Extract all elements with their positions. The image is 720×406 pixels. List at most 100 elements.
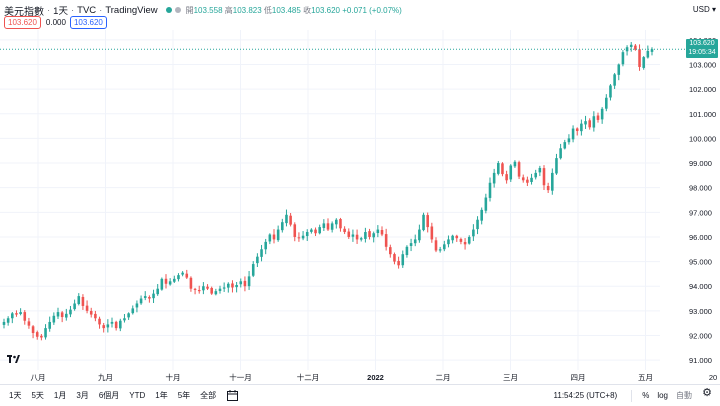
separator: · xyxy=(47,4,51,16)
candle-up xyxy=(131,308,135,314)
candle-up xyxy=(359,238,363,240)
candle-up xyxy=(239,281,243,285)
candle-down xyxy=(542,168,546,186)
candle-up xyxy=(222,287,226,289)
candle-up xyxy=(451,235,454,241)
calendar-icon[interactable] xyxy=(225,390,239,402)
candle-up xyxy=(509,165,513,180)
range-1m[interactable]: 1月 xyxy=(53,391,67,400)
candle-up xyxy=(202,286,205,291)
percent-scale-toggle[interactable]: % xyxy=(642,391,650,400)
price-tick-label: 91.000 xyxy=(689,356,712,365)
price-axis[interactable]: 104.000103.000102.000101.000100.00099.00… xyxy=(689,36,716,365)
candle-up xyxy=(650,49,654,52)
separator: · xyxy=(99,4,103,16)
candle-down xyxy=(185,273,189,278)
candle-up xyxy=(534,172,537,178)
sell-price-button[interactable]: 103.620 xyxy=(4,16,41,29)
high-value: 103.823 xyxy=(232,5,262,15)
exchange-label: TVC xyxy=(77,4,97,16)
candle-down xyxy=(426,215,429,228)
candle-down xyxy=(380,230,384,235)
time-tick-label: 四月 xyxy=(571,373,586,382)
data-status-icon[interactable] xyxy=(174,7,181,13)
candle-up xyxy=(52,315,56,323)
currency-menu[interactable]: USD ▾ xyxy=(693,5,716,14)
candle-up xyxy=(48,321,51,329)
range-5y[interactable]: 5年 xyxy=(177,391,191,400)
candle-up xyxy=(418,229,421,241)
range-all[interactable]: 全部 xyxy=(200,391,217,400)
candle-up xyxy=(168,281,172,285)
symbol-name[interactable]: 美元指數 xyxy=(4,6,44,18)
candle-down xyxy=(434,240,438,251)
candle-up xyxy=(497,163,500,174)
chevron-down-icon: ▾ xyxy=(711,5,716,14)
buy-price-button[interactable]: 103.620 xyxy=(69,16,107,29)
low-value: 103.485 xyxy=(271,5,301,15)
range-ytd[interactable]: YTD xyxy=(129,391,146,400)
candle-up xyxy=(376,229,380,234)
candle-down xyxy=(339,219,342,229)
gear-icon[interactable]: ⚙ xyxy=(702,387,712,399)
candle-down xyxy=(521,177,525,181)
range-3m[interactable]: 3月 xyxy=(76,391,89,400)
candle-down xyxy=(98,318,101,325)
candle-up xyxy=(513,161,517,167)
candle-up xyxy=(256,256,259,264)
time-axis[interactable]: 八月 九月 十月 十一月 十二月 2022 二月 三月 四月 五月 20 xyxy=(31,372,718,382)
tradingview-logo-icon[interactable] xyxy=(7,355,21,367)
candle-up xyxy=(260,249,263,257)
candle-up xyxy=(617,64,621,75)
candle-down xyxy=(206,286,209,289)
candle-up xyxy=(177,275,180,280)
candle-down xyxy=(27,321,31,326)
log-scale-toggle[interactable]: log xyxy=(657,391,668,400)
candle-down xyxy=(505,174,508,181)
candle-up xyxy=(330,223,334,230)
open-label: 開 xyxy=(185,5,194,15)
candle-up xyxy=(69,309,72,315)
candle-down xyxy=(634,45,637,50)
candle-up xyxy=(281,222,284,231)
auto-scale-toggle[interactable]: 自動 xyxy=(676,391,692,400)
spread-value: 0.000 xyxy=(45,18,66,27)
candle-down xyxy=(293,224,297,237)
candle-down xyxy=(546,185,550,191)
candle-up xyxy=(472,229,475,237)
ohlc-legend: 開103.558 高103.823 低103.485 收103.620 +0.0… xyxy=(186,5,402,16)
candle-up xyxy=(214,291,218,295)
candle-down xyxy=(210,287,213,294)
market-status-icon[interactable] xyxy=(165,7,172,13)
candle-up xyxy=(264,241,267,250)
candle-up xyxy=(447,239,450,245)
time-tick-label: 三月 xyxy=(503,373,518,382)
range-6m[interactable]: 6個月 xyxy=(98,391,120,400)
price-tick-label: 96.000 xyxy=(689,233,712,242)
range-5d[interactable]: 5天 xyxy=(31,391,44,400)
candle-down xyxy=(596,115,600,120)
candle-down xyxy=(384,234,388,247)
bid-ask-row: 103.620 0.000 103.620 xyxy=(4,16,107,29)
range-1d[interactable]: 1天 xyxy=(9,391,22,400)
time-tick-label: 十二月 xyxy=(297,372,320,382)
clock-time[interactable]: 11:54:25 (UTC+8) xyxy=(553,391,618,400)
candle-down xyxy=(31,326,35,334)
candle-up xyxy=(268,234,272,242)
range-1y[interactable]: 1年 xyxy=(155,391,168,400)
candle-up xyxy=(571,128,575,140)
candle-down xyxy=(23,312,27,321)
candle-up xyxy=(73,303,76,310)
last-price-label: 103.620 19:05:34 xyxy=(686,39,718,58)
candle-down xyxy=(501,163,504,175)
price-tick-label: 93.000 xyxy=(689,307,712,316)
bar-countdown: 19:05:34 xyxy=(688,49,716,56)
candle-up xyxy=(613,74,616,86)
price-chart[interactable]: 104.000103.000102.000101.000100.00099.00… xyxy=(0,0,720,384)
candle-up xyxy=(156,288,159,295)
candle-up xyxy=(480,209,483,221)
time-tick-label: 九月 xyxy=(98,373,113,382)
interval-label[interactable]: 1天 xyxy=(53,6,68,17)
last-price-value: 103.620 xyxy=(689,40,715,47)
candle-up xyxy=(181,272,184,275)
